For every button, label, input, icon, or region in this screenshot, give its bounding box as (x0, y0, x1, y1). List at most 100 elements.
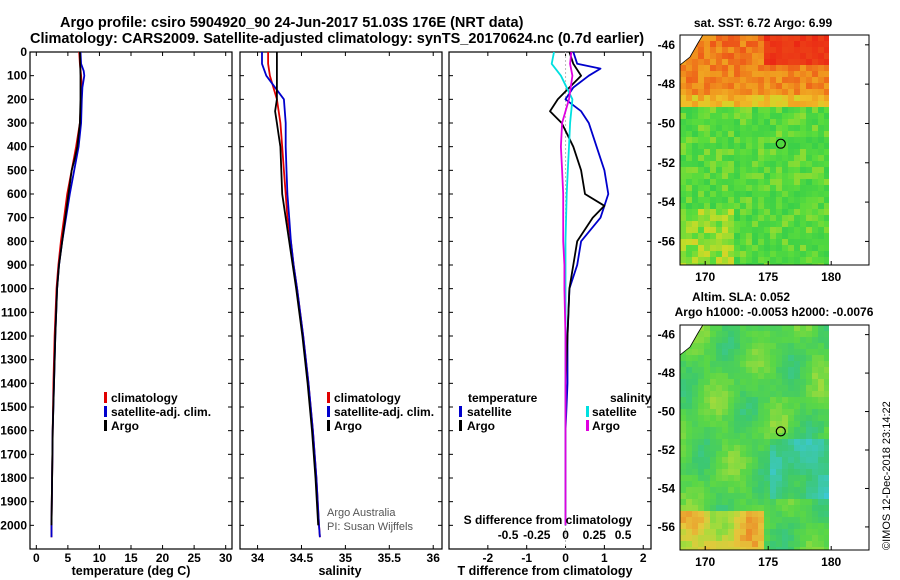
map-cell (782, 379, 788, 385)
map-cell (740, 59, 746, 65)
map-cell (680, 361, 686, 367)
map-cell (806, 529, 812, 535)
map-cell (698, 469, 704, 475)
legend-swatch-satellite (327, 406, 330, 417)
map-cell (818, 403, 824, 409)
series-line-satellite (564, 51, 610, 526)
map-y-tick-label: -52 (658, 156, 676, 170)
map-cell (722, 197, 728, 203)
map-cell (686, 233, 692, 239)
map-cell (704, 505, 710, 511)
depth-tick-label: 1000 (0, 282, 27, 296)
map-cell (818, 397, 824, 403)
map-cell (794, 41, 800, 47)
map-cell (692, 379, 698, 385)
map-cell (686, 469, 692, 475)
map-cell (752, 349, 758, 355)
map-cell (752, 197, 758, 203)
x-tick-label: 2 (640, 551, 647, 565)
map-cell (806, 245, 812, 251)
map-cell (788, 59, 794, 65)
map-cell (692, 391, 698, 397)
map-cell (818, 415, 824, 421)
map-cell (788, 245, 794, 251)
map-cell (806, 59, 812, 65)
map-cell (770, 95, 776, 101)
map-cell (734, 125, 740, 131)
map-cell (770, 149, 776, 155)
map-cell (824, 197, 829, 203)
map-cell (722, 107, 728, 113)
map-cell (728, 475, 734, 481)
map-cell (812, 107, 818, 113)
map-cell (716, 119, 722, 125)
map-cell (758, 451, 764, 457)
sst-map-ticks: 170 175 180-46-48-50-52-54-56 (658, 38, 869, 284)
map-cell (818, 59, 824, 65)
map-cell (734, 427, 740, 433)
map-cell (812, 367, 818, 373)
map-cell (806, 379, 812, 385)
map-cell (704, 451, 710, 457)
map-cell (692, 197, 698, 203)
map-cell (734, 221, 740, 227)
map-cell (680, 185, 686, 191)
map-cell (794, 487, 800, 493)
map-cell (752, 149, 758, 155)
map-cell (728, 221, 734, 227)
map-cell (794, 179, 800, 185)
map-cell (740, 409, 746, 415)
map-cell (746, 251, 752, 257)
map-cell (770, 439, 776, 445)
map-cell (812, 263, 818, 265)
map-cell (812, 547, 818, 550)
map-cell (788, 391, 794, 397)
map-cell (824, 445, 829, 451)
map-cell (818, 41, 824, 47)
map-cell (758, 547, 764, 550)
map-cell (794, 493, 800, 499)
map-cell (824, 251, 829, 257)
map-cell (698, 349, 704, 355)
map-cell (776, 367, 782, 373)
map-cell (716, 385, 722, 391)
map-cell (806, 367, 812, 373)
map-cell (740, 209, 746, 215)
map-cell (710, 59, 716, 65)
map-cell (770, 397, 776, 403)
map-cell (824, 427, 829, 433)
map-cell (812, 233, 818, 239)
map-cell (752, 379, 758, 385)
map-cell (716, 251, 722, 257)
map-cell (776, 511, 782, 517)
map-cell (752, 209, 758, 215)
series-line-argo (50, 51, 82, 526)
map-cell (824, 35, 829, 41)
map-cell (680, 77, 686, 83)
map-cell (818, 439, 824, 445)
map-cell (710, 439, 716, 445)
map-cell (692, 385, 698, 391)
map-cell (728, 349, 734, 355)
map-cell (686, 137, 692, 143)
map-cell (824, 541, 829, 547)
map-cell (722, 439, 728, 445)
map-cell (728, 35, 734, 41)
map-cell (794, 445, 800, 451)
map-cell (800, 101, 806, 107)
map-cell (728, 331, 734, 337)
map-cell (824, 403, 829, 409)
map-cell (722, 65, 728, 71)
legend-label-argo: Argo (111, 419, 139, 433)
map-cell (704, 59, 710, 65)
map-cell (698, 107, 704, 113)
map-cell (680, 191, 686, 197)
map-cell (698, 239, 704, 245)
credit-line1: Argo Australia (327, 507, 396, 519)
map-cell (704, 511, 710, 517)
map-cell (716, 89, 722, 95)
map-cell (704, 343, 710, 349)
map-cell (722, 379, 728, 385)
map-cell (788, 167, 794, 173)
map-cell (722, 89, 728, 95)
